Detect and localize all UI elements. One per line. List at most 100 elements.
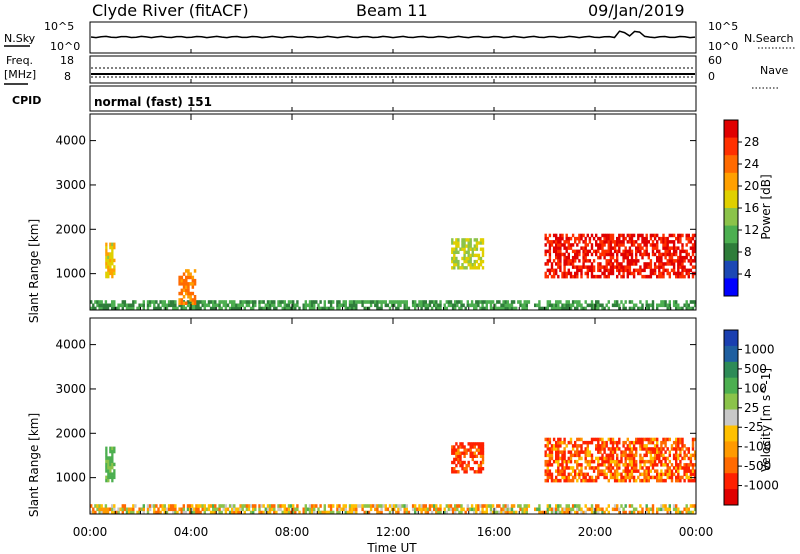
data-cell: [182, 306, 185, 311]
data-cell: [645, 453, 648, 458]
data-cell: [597, 504, 600, 508]
data-cell: [445, 504, 448, 508]
data-cell: [435, 504, 438, 508]
data-cell: [672, 447, 676, 451]
data-cell: [658, 507, 661, 512]
data-cell: [453, 253, 456, 258]
data-cell: [641, 507, 644, 512]
data-cell: [500, 303, 503, 308]
data-cell: [586, 440, 589, 445]
data-cell: [502, 300, 505, 304]
data-cell: [203, 504, 206, 508]
data-cell: [477, 507, 480, 512]
data-cell: [620, 233, 623, 238]
data-cell: [660, 440, 663, 445]
data-cell: [471, 457, 474, 462]
data-cell: [292, 507, 295, 512]
data-cell: [689, 472, 693, 477]
data-cell: [637, 475, 640, 480]
data-cell: [622, 303, 625, 308]
data-cell: [660, 255, 663, 260]
data-cell: [599, 469, 602, 473]
data-cell: [567, 243, 570, 247]
power-colorbar-label: Power [dB]: [759, 174, 773, 239]
data-cell: [597, 440, 600, 445]
data-cell: [677, 469, 680, 473]
data-cell: [670, 444, 674, 448]
data-cell: [111, 300, 114, 304]
data-cell: [649, 507, 653, 512]
data-cell: [467, 442, 470, 446]
data-cell: [624, 236, 627, 241]
data-cell: [451, 303, 455, 308]
data-cell: [178, 298, 181, 302]
data-cell: [630, 240, 634, 244]
data-cell: [675, 444, 678, 448]
data-cell: [367, 300, 371, 304]
data-cell: [675, 303, 678, 308]
data-cell: [525, 510, 528, 515]
data-cell: [635, 459, 638, 464]
data-cell: [454, 300, 457, 304]
data-cell: [590, 233, 594, 238]
data-cell: [563, 437, 566, 442]
data-cell: [626, 274, 629, 279]
data-cell: [453, 266, 456, 270]
data-cell: [380, 510, 383, 515]
data-cell: [121, 507, 124, 512]
data-cell: [643, 249, 646, 254]
data-cell: [207, 303, 211, 308]
data-cell: [467, 448, 470, 452]
data-cell: [643, 262, 646, 266]
data-cell: [645, 249, 648, 254]
data-cell: [584, 510, 587, 515]
data-cell: [693, 249, 697, 254]
data-cell: [468, 507, 472, 512]
data-cell: [237, 306, 240, 311]
data-cell: [561, 453, 564, 458]
data-cell: [561, 233, 564, 238]
data-cell: [395, 504, 398, 508]
data-cell: [653, 475, 657, 480]
y-tick-label: 1000: [55, 267, 86, 281]
data-cell: [691, 466, 695, 470]
data-cell: [679, 255, 682, 260]
data-cell: [350, 306, 354, 311]
data-cell: [658, 303, 661, 308]
data-cell: [647, 262, 650, 266]
data-cell: [344, 300, 347, 304]
data-cell: [605, 459, 608, 464]
data-cell: [170, 504, 173, 508]
data-cell: [620, 265, 623, 269]
data-cell: [313, 300, 316, 304]
data-cell: [561, 303, 564, 308]
data-cell: [611, 440, 615, 445]
data-cell: [649, 459, 653, 464]
data-cell: [357, 300, 360, 304]
power-ylabel: Slant Range [km]: [27, 219, 41, 323]
data-cell: [477, 470, 481, 474]
data-cell: [414, 507, 417, 512]
data-cell: [460, 504, 463, 508]
data-cell: [338, 504, 341, 508]
data-cell: [571, 255, 575, 260]
data-cell: [105, 459, 108, 463]
data-cell: [576, 306, 579, 311]
data-cell: [613, 469, 617, 473]
data-cell: [584, 271, 587, 276]
data-cell: [603, 243, 606, 247]
nave-label: Nave: [760, 64, 788, 77]
data-cell: [205, 507, 209, 512]
data-cell: [664, 437, 667, 442]
data-cell: [201, 303, 204, 308]
data-cell: [574, 240, 577, 244]
data-cell: [635, 453, 638, 458]
data-cell: [582, 472, 585, 477]
data-cell: [544, 252, 547, 257]
data-cell: [599, 274, 602, 279]
data-cell: [595, 240, 598, 244]
data-cell: [660, 444, 663, 448]
data-cell: [563, 475, 566, 480]
data-cell: [618, 249, 621, 254]
data-cell: [675, 466, 678, 470]
